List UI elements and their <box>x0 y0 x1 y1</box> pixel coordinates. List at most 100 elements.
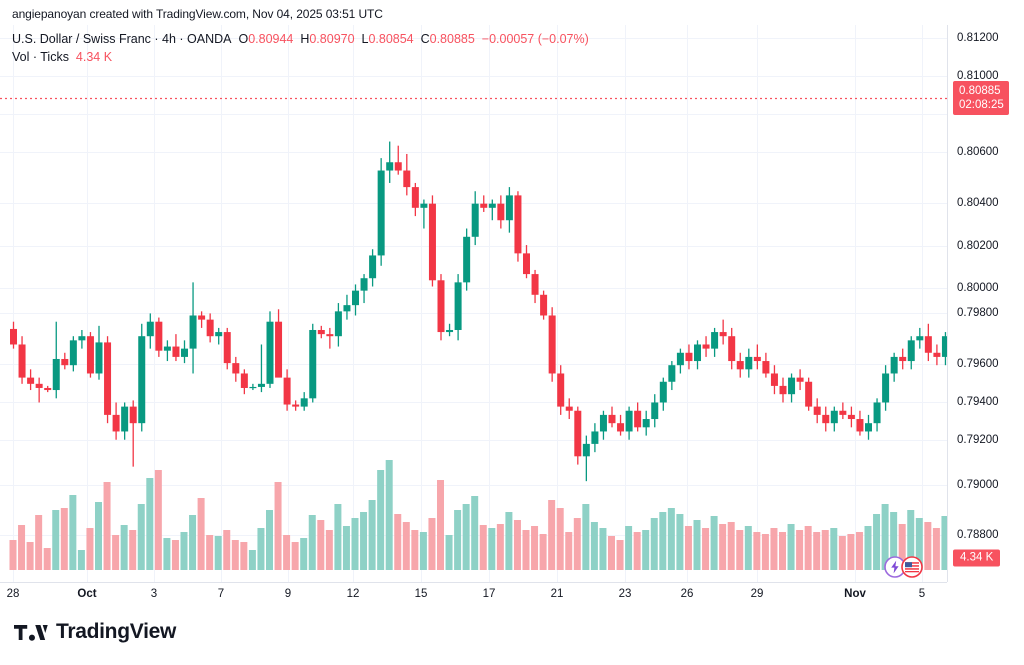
candle-body <box>617 423 625 432</box>
candle-body <box>514 195 522 254</box>
candle-body <box>865 423 872 432</box>
candle-body <box>463 236 471 283</box>
price-tick-label: 0.79200 <box>957 434 999 446</box>
time-scale[interactable]: 28 Oct 3 7 9 12 15 17 21 23 26 29 Nov 5 <box>0 582 1024 610</box>
candle-body <box>104 342 112 415</box>
candle-body <box>548 315 556 374</box>
volume-bar <box>266 510 273 570</box>
candle-body <box>907 340 915 362</box>
candle-body <box>394 162 402 171</box>
candle-body <box>608 414 616 424</box>
candle-body <box>403 170 411 188</box>
volume-bar <box>120 525 128 570</box>
candle-body <box>198 315 206 320</box>
volume-bar <box>445 535 453 570</box>
candle-body <box>668 365 676 382</box>
volume-bar <box>796 530 804 570</box>
candle-body <box>916 336 924 341</box>
volume-bar <box>582 504 590 570</box>
volume-bar <box>907 510 915 570</box>
candle-body <box>121 406 129 432</box>
time-tick-label: 12 <box>346 588 360 600</box>
volume-bar <box>616 540 624 570</box>
candle-body <box>796 377 804 382</box>
volume-bar <box>941 516 947 570</box>
chart-corner-badges[interactable] <box>884 556 923 578</box>
time-tick-label: 21 <box>550 588 564 600</box>
time-tick-label: 26 <box>680 588 694 600</box>
volume-bar <box>317 520 325 570</box>
volume-bar <box>838 536 846 570</box>
time-tick-label: 7 <box>217 588 225 600</box>
candle-body <box>300 398 308 407</box>
volume-bar <box>813 532 821 570</box>
candle-body <box>18 344 26 378</box>
volume-bar <box>693 520 701 570</box>
volume-bar <box>411 530 419 570</box>
price-tick-label: 0.81200 <box>957 32 999 44</box>
volume-bar <box>60 508 68 570</box>
candle-body <box>317 329 325 335</box>
candle-body <box>882 373 890 403</box>
volume-bar <box>667 508 675 570</box>
volume-bar <box>69 495 77 570</box>
volume-bar <box>599 528 607 570</box>
volume-bar <box>821 530 829 570</box>
volume-bar <box>676 514 684 570</box>
candle-body <box>428 203 436 281</box>
candle-body <box>266 321 274 384</box>
price-line-overlay <box>0 97 947 100</box>
candle-body <box>61 358 69 366</box>
candle-body <box>240 373 248 388</box>
candle-body <box>822 414 830 424</box>
price-tick-label: 0.79000 <box>957 479 999 491</box>
chart-plot-area[interactable] <box>0 25 947 582</box>
volume-bar <box>924 522 932 570</box>
candle-body <box>523 253 530 275</box>
price-tick-label: 0.80600 <box>957 146 999 158</box>
volume-bar <box>26 542 34 570</box>
volume-bar <box>163 538 171 570</box>
candle-body <box>540 294 548 316</box>
candle-body <box>138 336 146 424</box>
volume-bar <box>240 542 248 570</box>
volume-bar <box>761 534 769 570</box>
volume-bar <box>35 515 43 570</box>
volume-bar <box>214 536 222 570</box>
candle-body <box>352 290 359 306</box>
time-scale-border <box>0 582 947 583</box>
volume-bar <box>804 526 812 570</box>
candle-body <box>215 332 223 337</box>
volume-bar <box>146 478 154 570</box>
candle-body <box>189 315 197 349</box>
volume-value-badge[interactable]: 4.34 K <box>953 549 1001 567</box>
candle-body <box>531 274 539 295</box>
candle-body <box>557 373 565 407</box>
volume-bar <box>171 540 179 570</box>
volume-bar <box>539 534 547 570</box>
candle-body <box>86 336 94 374</box>
candle-body <box>847 414 855 420</box>
candle-body <box>830 410 838 424</box>
volume-bar <box>274 482 282 570</box>
volume-bar <box>753 532 761 570</box>
volume-bar <box>248 550 256 570</box>
candle-body <box>497 203 505 221</box>
volume-bar <box>385 460 393 570</box>
candle-body <box>163 346 171 351</box>
time-tick-label: 3 <box>150 588 158 600</box>
us-flag-icon[interactable] <box>901 556 923 578</box>
candle-body <box>924 336 932 353</box>
candle-body <box>770 373 778 386</box>
volume-bar <box>531 526 539 570</box>
volume-bar <box>291 542 299 570</box>
volume-bar <box>702 528 710 570</box>
volume-bar <box>189 515 197 570</box>
current-price-badge[interactable]: 0.80885 02:08:25 <box>953 81 1009 115</box>
price-scale[interactable]: 0.81200 0.81000 0.80600 0.80400 0.80200 0.800… <box>947 25 1024 582</box>
tradingview-footer[interactable]: TradingView <box>14 620 176 644</box>
volume-bar <box>283 535 291 570</box>
price-tick-label: 0.80200 <box>957 240 999 252</box>
volume-bar <box>86 528 94 570</box>
candle-body <box>574 410 582 457</box>
